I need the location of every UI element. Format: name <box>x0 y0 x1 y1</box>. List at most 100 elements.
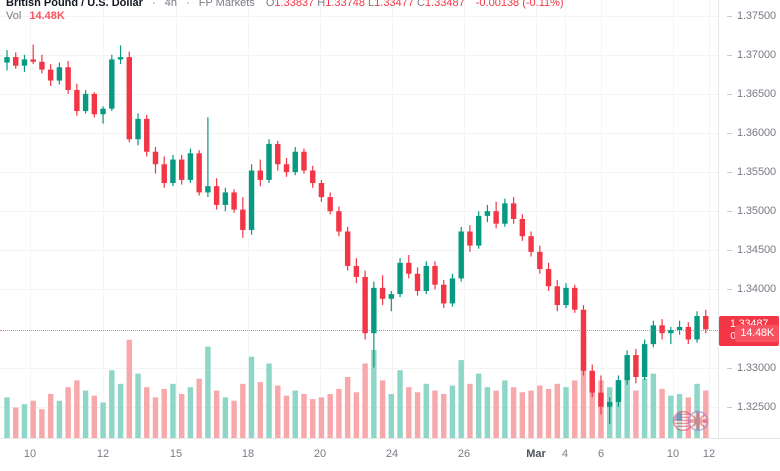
candle-body <box>458 231 464 279</box>
price-tick-label: 1.34500 <box>726 244 776 256</box>
candle-body <box>301 151 307 171</box>
candle-body <box>379 287 386 299</box>
candle-body <box>475 215 482 246</box>
candle-body <box>100 108 106 115</box>
candle-body <box>126 57 132 140</box>
volume-bar <box>423 383 429 438</box>
volume-bar <box>519 392 526 438</box>
candle-body <box>615 380 622 403</box>
gridline-vertical <box>565 0 566 438</box>
time-tick-label: 26 <box>457 448 471 460</box>
volume-bar <box>178 393 185 438</box>
candle-body <box>205 186 211 193</box>
candle-body <box>388 294 395 299</box>
volume-bar <box>65 387 71 438</box>
candle-body <box>685 326 692 340</box>
gridline-vertical <box>601 0 602 438</box>
candle-body <box>554 286 560 306</box>
candle-wick <box>102 106 104 124</box>
volume-badge-value: 14.48K <box>740 327 774 339</box>
time-tick-label: 12 <box>702 448 716 460</box>
candle-body <box>144 118 150 152</box>
volume-bar <box>310 399 316 438</box>
legend-separator-2: · <box>186 0 190 9</box>
volume-bar <box>213 390 220 438</box>
candle-body <box>563 287 569 306</box>
time-tick-label: 4 <box>561 448 569 460</box>
candle-body <box>353 265 360 277</box>
time-tick-label: 18 <box>241 448 255 460</box>
volume-bar <box>703 390 709 438</box>
price-tick-label: 1.35500 <box>726 166 776 178</box>
candle-body <box>371 287 377 334</box>
candle-body <box>406 262 412 274</box>
volume-bar <box>187 387 194 438</box>
volume-bar <box>362 363 368 438</box>
time-tick-label: 24 <box>385 448 399 460</box>
price-tick-label: 1.34000 <box>726 283 776 295</box>
candle-body <box>344 231 351 266</box>
gridline-vertical <box>176 0 177 438</box>
volume-bar <box>56 400 63 438</box>
legend-symbol[interactable]: British Pound / U.S. Dollar <box>6 0 143 9</box>
price-tick-label: 1.32500 <box>726 401 776 413</box>
volume-bar <box>379 380 386 438</box>
volume-bar <box>388 393 395 438</box>
candle-body <box>47 69 54 81</box>
price-pane[interactable]: British Pound / U.S. Dollar · 4h · FP Ma… <box>0 0 718 438</box>
candle-body <box>519 219 526 237</box>
volume-legend-label: Vol <box>6 10 22 22</box>
volume-badge[interactable]: 14.48K <box>735 325 779 342</box>
candle-body <box>65 67 71 90</box>
candle-body <box>362 276 368 334</box>
volume-bar <box>432 390 438 438</box>
gbp-usd-flags-icon <box>670 410 716 437</box>
volume-bar <box>257 382 264 438</box>
candle-body <box>484 211 491 216</box>
candle-body <box>493 211 499 224</box>
legend-ohlc: O1.33837 H1.33748 L1.33477 C1.33487 -0.0… <box>266 0 564 9</box>
candle-body <box>633 355 639 377</box>
candle-body <box>310 170 316 184</box>
candle-body <box>39 61 45 70</box>
price-tick-label: 1.37000 <box>726 49 776 61</box>
candle-body <box>266 143 272 180</box>
volume-bar <box>510 387 517 438</box>
candle-body <box>161 164 167 184</box>
candle-body <box>537 251 543 270</box>
candle-body <box>74 89 80 112</box>
volume-bar <box>528 390 534 438</box>
volume-bar <box>441 393 447 438</box>
volume-bar <box>659 388 665 438</box>
candle-wick <box>390 290 392 312</box>
candle-body <box>441 284 447 304</box>
legend-interval[interactable]: 4h <box>164 0 177 9</box>
candle-body <box>56 67 63 81</box>
gridline-horizontal <box>0 132 718 134</box>
candle-body <box>170 159 176 184</box>
gridline-vertical <box>248 0 249 438</box>
candle-body <box>327 197 333 212</box>
price-tick-label: 1.33000 <box>726 362 776 374</box>
candle-body <box>91 93 98 115</box>
gridline-vertical <box>536 0 537 438</box>
gridline-vertical <box>464 0 465 438</box>
time-tick-label: 12 <box>96 448 110 460</box>
time-axis[interactable]: 10 12 15 18 20 24 26 Mar 4 6 10 12 <box>0 438 780 471</box>
legend-high-label: H <box>317 0 326 9</box>
legend-close-label: C <box>416 0 425 9</box>
candle-body <box>650 325 657 345</box>
gridline-horizontal <box>0 93 718 95</box>
candle-body <box>248 170 255 230</box>
volume-bar <box>371 349 377 438</box>
gridline-vertical <box>709 0 710 438</box>
volume-bar <box>109 370 115 438</box>
volume-bar <box>650 373 657 438</box>
volume-bar <box>205 346 211 438</box>
price-tick-label: 1.37500 <box>726 10 776 22</box>
volume-bar <box>144 387 150 438</box>
volume-bar <box>414 392 421 438</box>
candle-body <box>528 236 534 252</box>
price-axis[interactable]: 1.37500 1.37000 1.36500 1.36000 1.35500 1.350… <box>718 0 780 438</box>
